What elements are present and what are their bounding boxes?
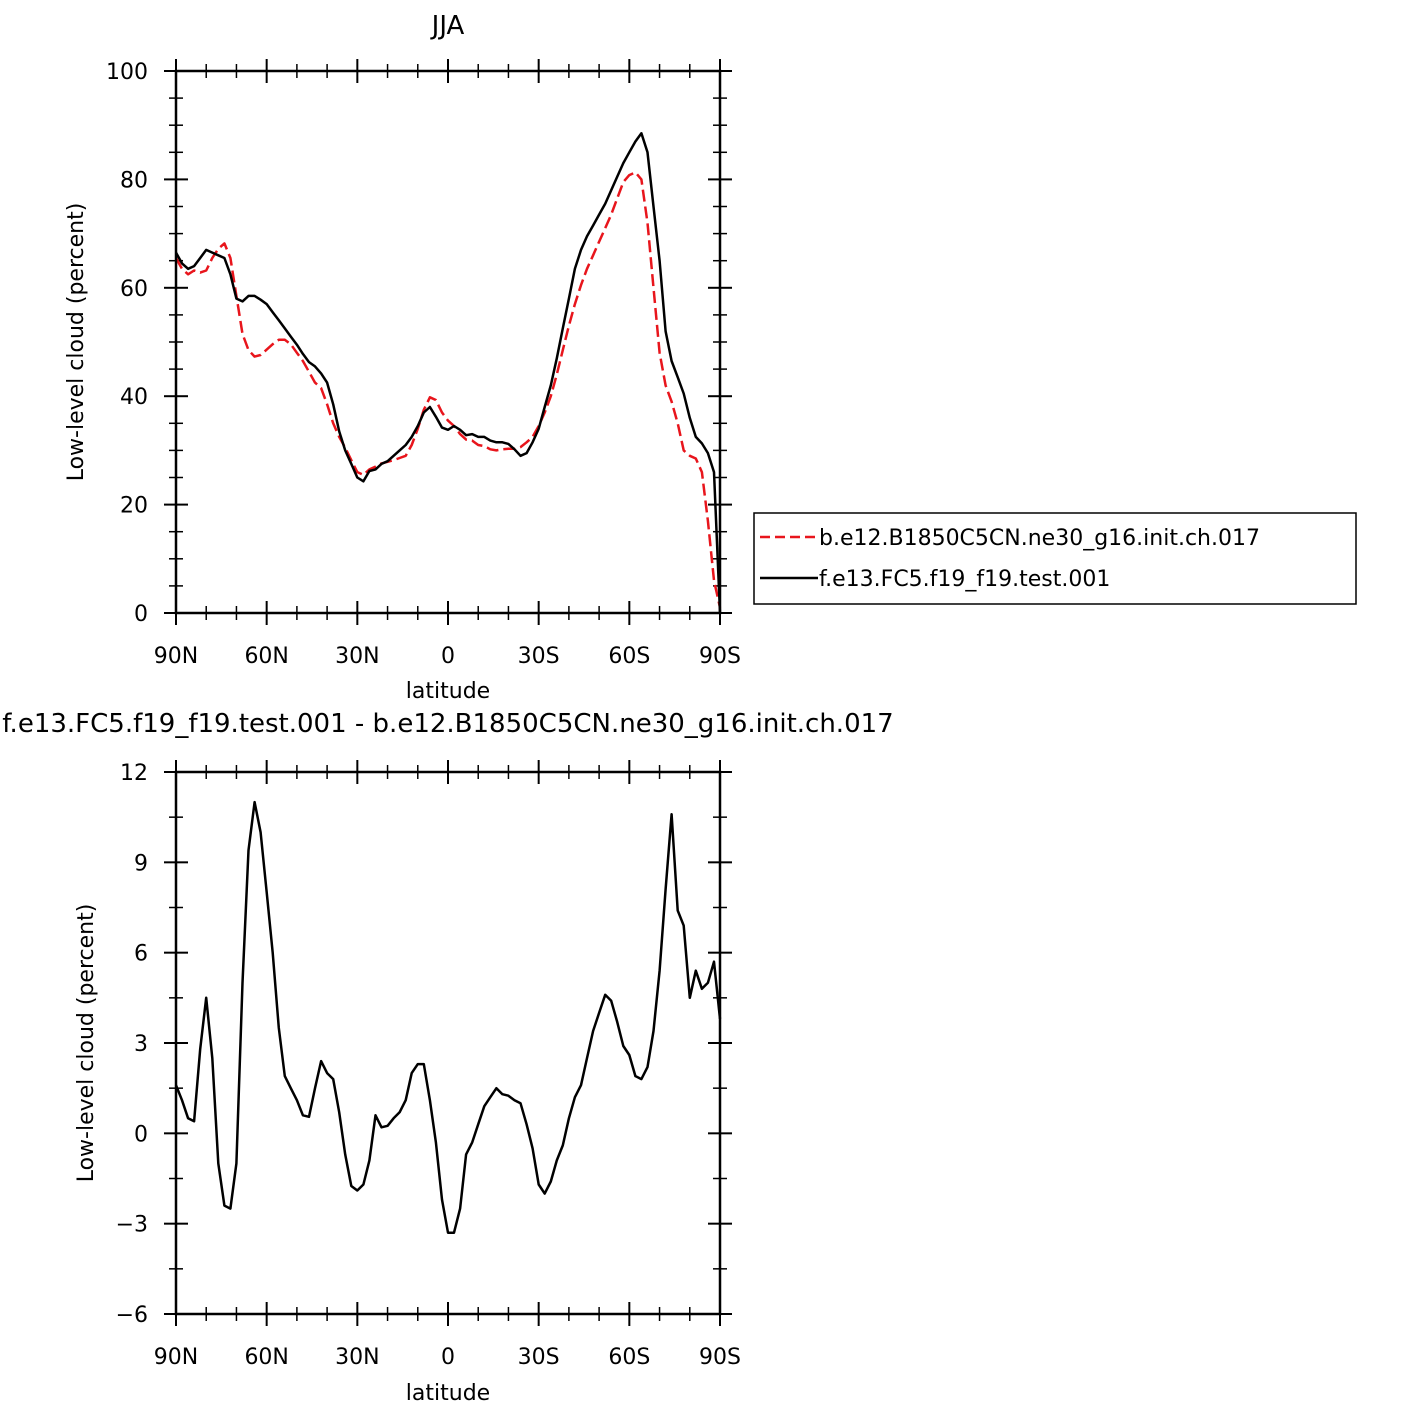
bottom-plot-frame: [174, 770, 722, 1316]
top-x-axis-label: latitude: [406, 679, 490, 704]
top-x-tick-label: 0: [441, 644, 455, 669]
top-x-tick-label: 30S: [518, 644, 560, 669]
bottom-x-tick-label: 60S: [608, 1345, 650, 1370]
top-y-axis-label: Low-level cloud (percent): [64, 203, 89, 482]
top-series-line-1: [174, 132, 722, 614]
top-y-tick-label: 80: [120, 168, 148, 193]
top-y-tick-label: 60: [120, 277, 148, 302]
top-plot-frame: [174, 69, 722, 615]
top-tick-labels: 90N 60N 30N 0 30S 60S 90S 0 20 40 60 80 100: [106, 60, 741, 669]
top-x-tick-label: 60S: [608, 644, 650, 669]
bottom-y-axis-label: Low-level cloud (percent): [74, 904, 99, 1183]
top-x-tick-label: 60N: [244, 644, 288, 669]
bottom-y-tick-label: 6: [134, 942, 148, 967]
top-panel: JJA 90N 60N 30N 0 30S 60S 90S 0 20 40 60 80 100 lati…: [64, 11, 741, 704]
bottom-y-tick-label: −3: [116, 1213, 148, 1238]
top-y-tick-label: 0: [134, 602, 148, 627]
legend-entry-1: f.e13.FC5.f19_f19.test.001: [819, 567, 1110, 592]
top-series-group: [174, 132, 722, 614]
bottom-series-line-0: [174, 800, 722, 1234]
legend-entry-0: b.e12.B1850C5CN.ne30_g16.init.ch.017: [819, 526, 1260, 551]
bottom-x-tick-label: 30S: [518, 1345, 560, 1370]
bottom-y-tick-label: 12: [120, 761, 148, 786]
bottom-x-tick-label: 0: [441, 1345, 455, 1370]
bottom-panel: f.e13.FC5.f19_f19.test.001 - b.e12.B1850…: [2, 709, 893, 1406]
top-chart-title: JJA: [430, 11, 465, 41]
bottom-y-tick-label: 0: [134, 1122, 148, 1147]
legend: b.e12.B1850C5CN.ne30_g16.init.ch.017 f.e…: [753, 512, 1357, 605]
top-series-line-0: [174, 171, 722, 608]
bottom-x-tick-label: 90S: [699, 1345, 741, 1370]
top-y-tick-label: 40: [120, 385, 148, 410]
legend-box: [753, 512, 1357, 605]
bottom-y-tick-label: 9: [134, 851, 148, 876]
bottom-chart-title: f.e13.FC5.f19_f19.test.001 - b.e12.B1850…: [2, 709, 893, 739]
bottom-series-group: [174, 800, 722, 1234]
top-x-tick-label: 90N: [154, 644, 198, 669]
top-axis-ticks: [164, 59, 732, 625]
top-x-tick-label: 30N: [335, 644, 379, 669]
top-y-tick-label: 20: [120, 494, 148, 519]
bottom-x-tick-label: 60N: [244, 1345, 288, 1370]
bottom-tick-labels: 90N 60N 30N 0 30S 60S 90S −6 −3 0 3 6 9 12: [116, 761, 741, 1370]
bottom-y-tick-label: 3: [134, 1032, 148, 1057]
bottom-x-tick-label: 30N: [335, 1345, 379, 1370]
bottom-y-tick-label: −6: [116, 1303, 148, 1328]
top-x-tick-label: 90S: [699, 644, 741, 669]
bottom-x-axis-label: latitude: [406, 1381, 490, 1406]
top-y-tick-label: 100: [106, 60, 148, 85]
bottom-x-tick-label: 90N: [154, 1345, 198, 1370]
